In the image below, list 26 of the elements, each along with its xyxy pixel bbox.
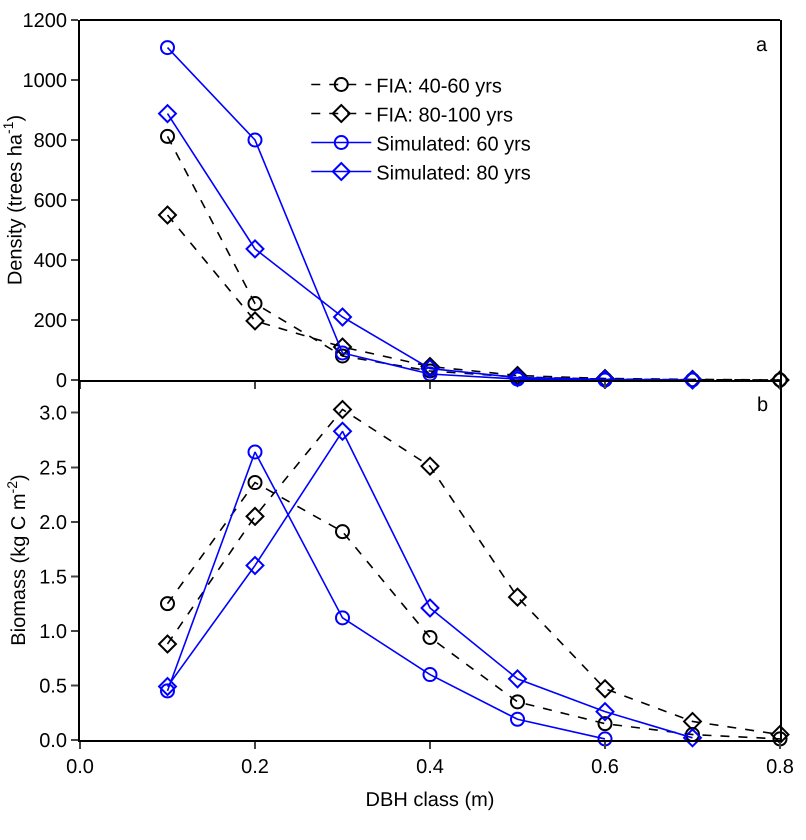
legend-label: Simulated: 60 yrs (376, 133, 531, 156)
y-tick-label: 1000 (22, 70, 67, 92)
annotation: a (756, 34, 768, 56)
y-tick-label: 1.0 (39, 620, 67, 643)
y-tick-label: 200 (34, 310, 67, 332)
y-tick-label: 800 (34, 130, 67, 152)
y-tick-label: 3.0 (39, 402, 67, 425)
y-tick-label: 2.0 (39, 512, 67, 534)
y-tick-label: 0.5 (39, 675, 67, 698)
y-tick-label: 1200 (22, 10, 67, 32)
x-tick-label: 0.0 (66, 756, 94, 778)
legend-label: Simulated: 80 yrs (376, 162, 531, 184)
y-tick-label: 400 (34, 250, 67, 272)
legend-label: FIA: 40-60 yrs (376, 75, 502, 98)
x-tick-label: 0.6 (591, 756, 619, 778)
x-axis-title: DBH class (m) (366, 789, 494, 811)
annotation: b (757, 394, 768, 416)
y-tick-label: 0 (56, 370, 67, 392)
y-tick-label: 600 (34, 190, 67, 212)
x-tick-label: 0.2 (241, 756, 269, 778)
x-tick-label: 0.4 (416, 756, 444, 778)
y-tick-label: 2.5 (39, 457, 67, 480)
y-tick-label: 0.0 (39, 730, 67, 752)
y-tick-label: 1.5 (39, 566, 67, 588)
legend-label: FIA: 80-100 yrs (376, 104, 513, 126)
x-tick-label: 0.8 (766, 756, 794, 778)
